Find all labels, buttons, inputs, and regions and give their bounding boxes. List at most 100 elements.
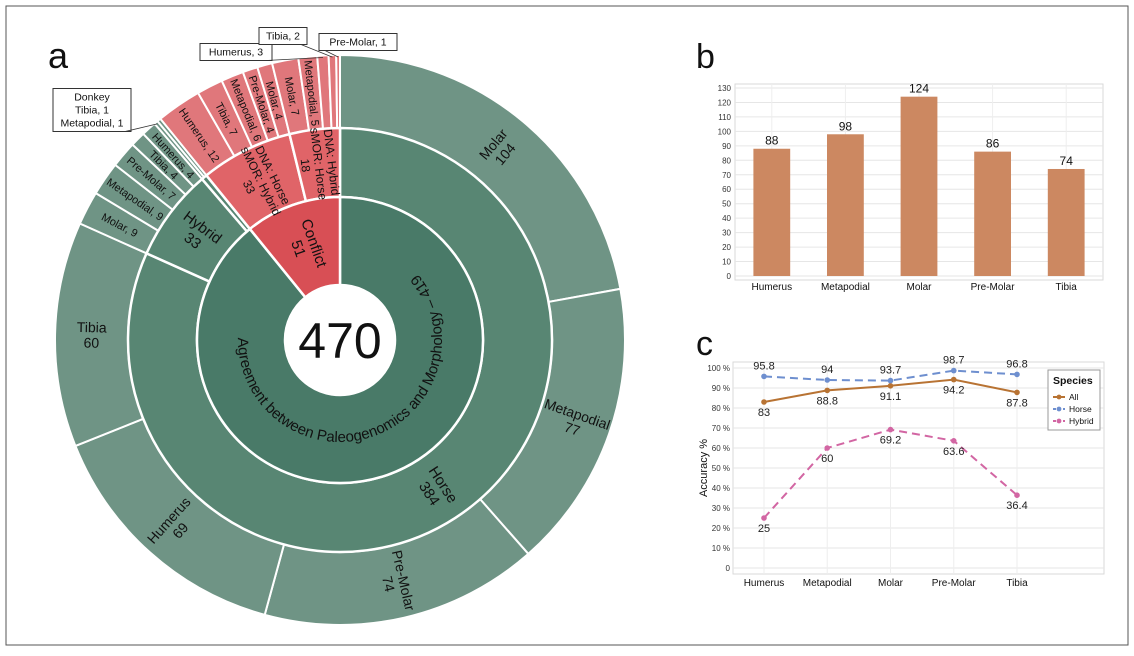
bar-ytick-label-3: 30 <box>722 229 731 238</box>
bar-ytick-label-7: 70 <box>722 171 731 180</box>
bar-ytick-label-6: 60 <box>722 185 731 194</box>
bar-value-label-1: 98 <box>839 119 853 133</box>
line-point-all-4 <box>1014 389 1020 396</box>
sunburst-outer-segment-21 <box>335 53 341 130</box>
panel-label-c: c <box>696 325 713 363</box>
bar-value-label-0: 88 <box>765 134 779 148</box>
bar-value-label-4: 74 <box>1060 154 1074 168</box>
bar-3 <box>974 151 1011 276</box>
legend-marker-0 <box>1056 394 1062 400</box>
line-xtick-label-0: Humerus <box>744 578 785 589</box>
line-ytick-label-4: 40 % <box>712 484 730 493</box>
legend-label-2: Hybrid <box>1069 416 1094 426</box>
bar-ytick-label-1: 10 <box>722 258 731 267</box>
callout-text-2-0: Tibia, 2 <box>266 31 300 43</box>
callout-leader-3 <box>324 50 339 58</box>
line-data-label-hybrid-1: 60 <box>821 453 833 465</box>
line-point-all-2 <box>887 383 894 389</box>
line-point-all-0 <box>761 399 767 405</box>
sunburst-center <box>285 285 395 395</box>
bar-ytick-label-0: 0 <box>727 272 732 281</box>
line-data-label-hybrid-3: 63.6 <box>943 446 964 458</box>
legend-label-0: All <box>1069 392 1079 402</box>
line-data-label-all-4: 87.8 <box>1006 397 1027 409</box>
bar-xtick-label-3: Pre-Molar <box>971 282 1016 293</box>
line-point-horse-4 <box>1014 371 1020 378</box>
bar-ytick-label-8: 80 <box>722 156 731 165</box>
line-data-label-horse-3: 98.7 <box>943 355 964 367</box>
line-point-all-1 <box>824 387 831 394</box>
line-series-horse <box>763 369 1018 382</box>
line-ytick-label-6: 60 % <box>712 444 730 453</box>
line-ytick-label-8: 80 % <box>712 404 730 413</box>
line-point-hybrid-1 <box>824 445 831 451</box>
callout-text-3-0: Pre-Molar, 1 <box>329 37 386 49</box>
line-ylabel: Accuracy % <box>698 439 710 497</box>
line-point-hybrid-2 <box>887 426 894 433</box>
bar-value-label-2: 124 <box>909 82 929 96</box>
bar-xtick-label-1: Metapodial <box>821 282 870 293</box>
line-data-label-horse-2: 93.7 <box>880 365 901 377</box>
line-data-label-hybrid-2: 69.2 <box>880 435 901 447</box>
callout-text-0-1: Tibia, 1 <box>75 105 109 117</box>
line-ytick-label-3: 30 % <box>712 504 730 513</box>
bar-xtick-label-0: Humerus <box>752 282 793 293</box>
line-data-label-hybrid-0: 25 <box>758 523 770 535</box>
line-data-label-horse-1: 94 <box>821 364 833 376</box>
line-point-hybrid-4 <box>1014 492 1020 499</box>
line-point-horse-0 <box>761 373 767 380</box>
bar-xtick-label-4: Tibia <box>1056 282 1078 293</box>
line-point-hybrid-3 <box>950 438 957 444</box>
bar-chart: 0 10 20 30 40 50 60 70 80 90 100 110 120 130 88 Humerus… <box>718 82 1104 293</box>
line-data-label-hybrid-4: 36.4 <box>1006 500 1027 512</box>
bar-0 <box>753 148 791 276</box>
bar-4 <box>1047 168 1085 276</box>
callout-box-2 <box>258 27 308 45</box>
line-data-label-all-1: 88.8 <box>817 395 838 407</box>
legend-label-1: Horse <box>1069 404 1092 414</box>
line-xtick-label-1: Metapodial <box>803 578 852 589</box>
line-xtick-label-3: Pre-Molar <box>932 578 977 589</box>
bar-xtick-label-2: Molar <box>906 282 932 293</box>
callout-leader-2 <box>300 44 333 58</box>
callout-text-1-0: Humerus, 3 <box>209 47 263 59</box>
line-ytick-label-2: 20 % <box>712 524 730 533</box>
line-ytick-label-1: 10 % <box>712 544 730 553</box>
callout-box-0 <box>52 88 132 132</box>
legend-title: Species <box>1053 375 1093 387</box>
line-point-horse-1 <box>824 377 831 383</box>
sunburst-total: 470 <box>298 313 381 369</box>
bar-ytick-label-13: 130 <box>718 84 732 93</box>
line-chart: 0 10 % 20 % 30 % 40 % 50 % 60 % 70 % 80 % 90 % 100… <box>698 355 1105 589</box>
line-data-label-all-0: 83 <box>758 407 770 419</box>
panel-label-a: a <box>48 35 69 76</box>
line-ytick-label-5: 50 % <box>712 464 730 473</box>
legend-box <box>1047 369 1101 431</box>
line-data-label-all-3: 94.2 <box>943 385 964 397</box>
callout-box-1 <box>199 43 273 61</box>
bar-value-label-3: 86 <box>986 137 1000 151</box>
bar-ytick-label-5: 50 <box>722 200 731 209</box>
line-ytick-label-0: 0 <box>726 564 731 573</box>
line-point-horse-3 <box>950 367 957 374</box>
legend-marker-1 <box>1056 406 1062 412</box>
callout-leader-0 <box>124 123 158 132</box>
bar-ytick-label-2: 20 <box>722 243 731 252</box>
line-ytick-label-7: 70 % <box>712 424 730 433</box>
bar-ytick-label-9: 90 <box>722 142 731 151</box>
bar-ytick-label-10: 100 <box>718 127 732 136</box>
sunburst-outer-label-4: Tibia60 <box>76 319 107 351</box>
callout-text-0-2: Metapodial, 1 <box>60 118 123 130</box>
line-point-hybrid-0 <box>761 515 767 521</box>
callout-text-0-0: Donkey <box>74 92 110 104</box>
line-data-label-all-2: 91.1 <box>880 391 901 403</box>
panel-label-b: b <box>696 38 715 76</box>
line-xtick-label-4: Tibia <box>1006 578 1028 589</box>
callout-leader-1 <box>265 57 324 61</box>
line-xtick-label-2: Molar <box>878 578 904 589</box>
line-ytick-label-9: 90 % <box>712 384 730 393</box>
bar-2 <box>900 96 938 276</box>
line-data-label-horse-4: 96.8 <box>1006 358 1027 370</box>
